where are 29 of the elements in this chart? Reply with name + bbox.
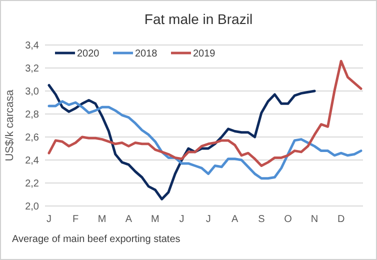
line-series	[48, 60, 362, 167]
y-tick-label: 3,4	[25, 40, 40, 52]
x-tick-label: J	[206, 214, 211, 225]
y-tick-label: 2,6	[25, 132, 40, 144]
x-tick-label: A	[125, 214, 132, 225]
x-tick-label: D	[337, 214, 345, 225]
x-tick-label: N	[310, 214, 318, 225]
y-axis-title: US$/k carcasa	[4, 88, 16, 162]
y-tick-label: 2,2	[25, 178, 40, 190]
line-series	[48, 100, 362, 180]
y-tick-label: 3,0	[25, 86, 40, 98]
x-tick-label: J	[46, 214, 52, 225]
text: Average of main beef exporting states	[12, 234, 180, 245]
line-series	[48, 84, 316, 200]
x-tick-label: J	[179, 214, 184, 225]
y-tick-label: 2,4	[25, 156, 40, 166]
x-tick-label: S	[258, 214, 266, 225]
legend-label: 2020	[77, 48, 100, 60]
legend-label: 2019	[193, 48, 216, 60]
x-tick-label: F	[72, 214, 79, 225]
y-tick-label: 2,8	[25, 110, 40, 120]
legend-label: 2018	[135, 48, 158, 60]
y-tick-label: 3,2	[25, 64, 40, 74]
y-tick-label: 2,0	[25, 202, 40, 212]
x-tick-label: M	[98, 214, 106, 225]
x-tick-label: O	[284, 214, 292, 225]
chart-title: Fat male in Brazil	[144, 11, 253, 27]
x-tick-label: M	[151, 214, 160, 225]
x-tick-label: A	[232, 214, 239, 225]
